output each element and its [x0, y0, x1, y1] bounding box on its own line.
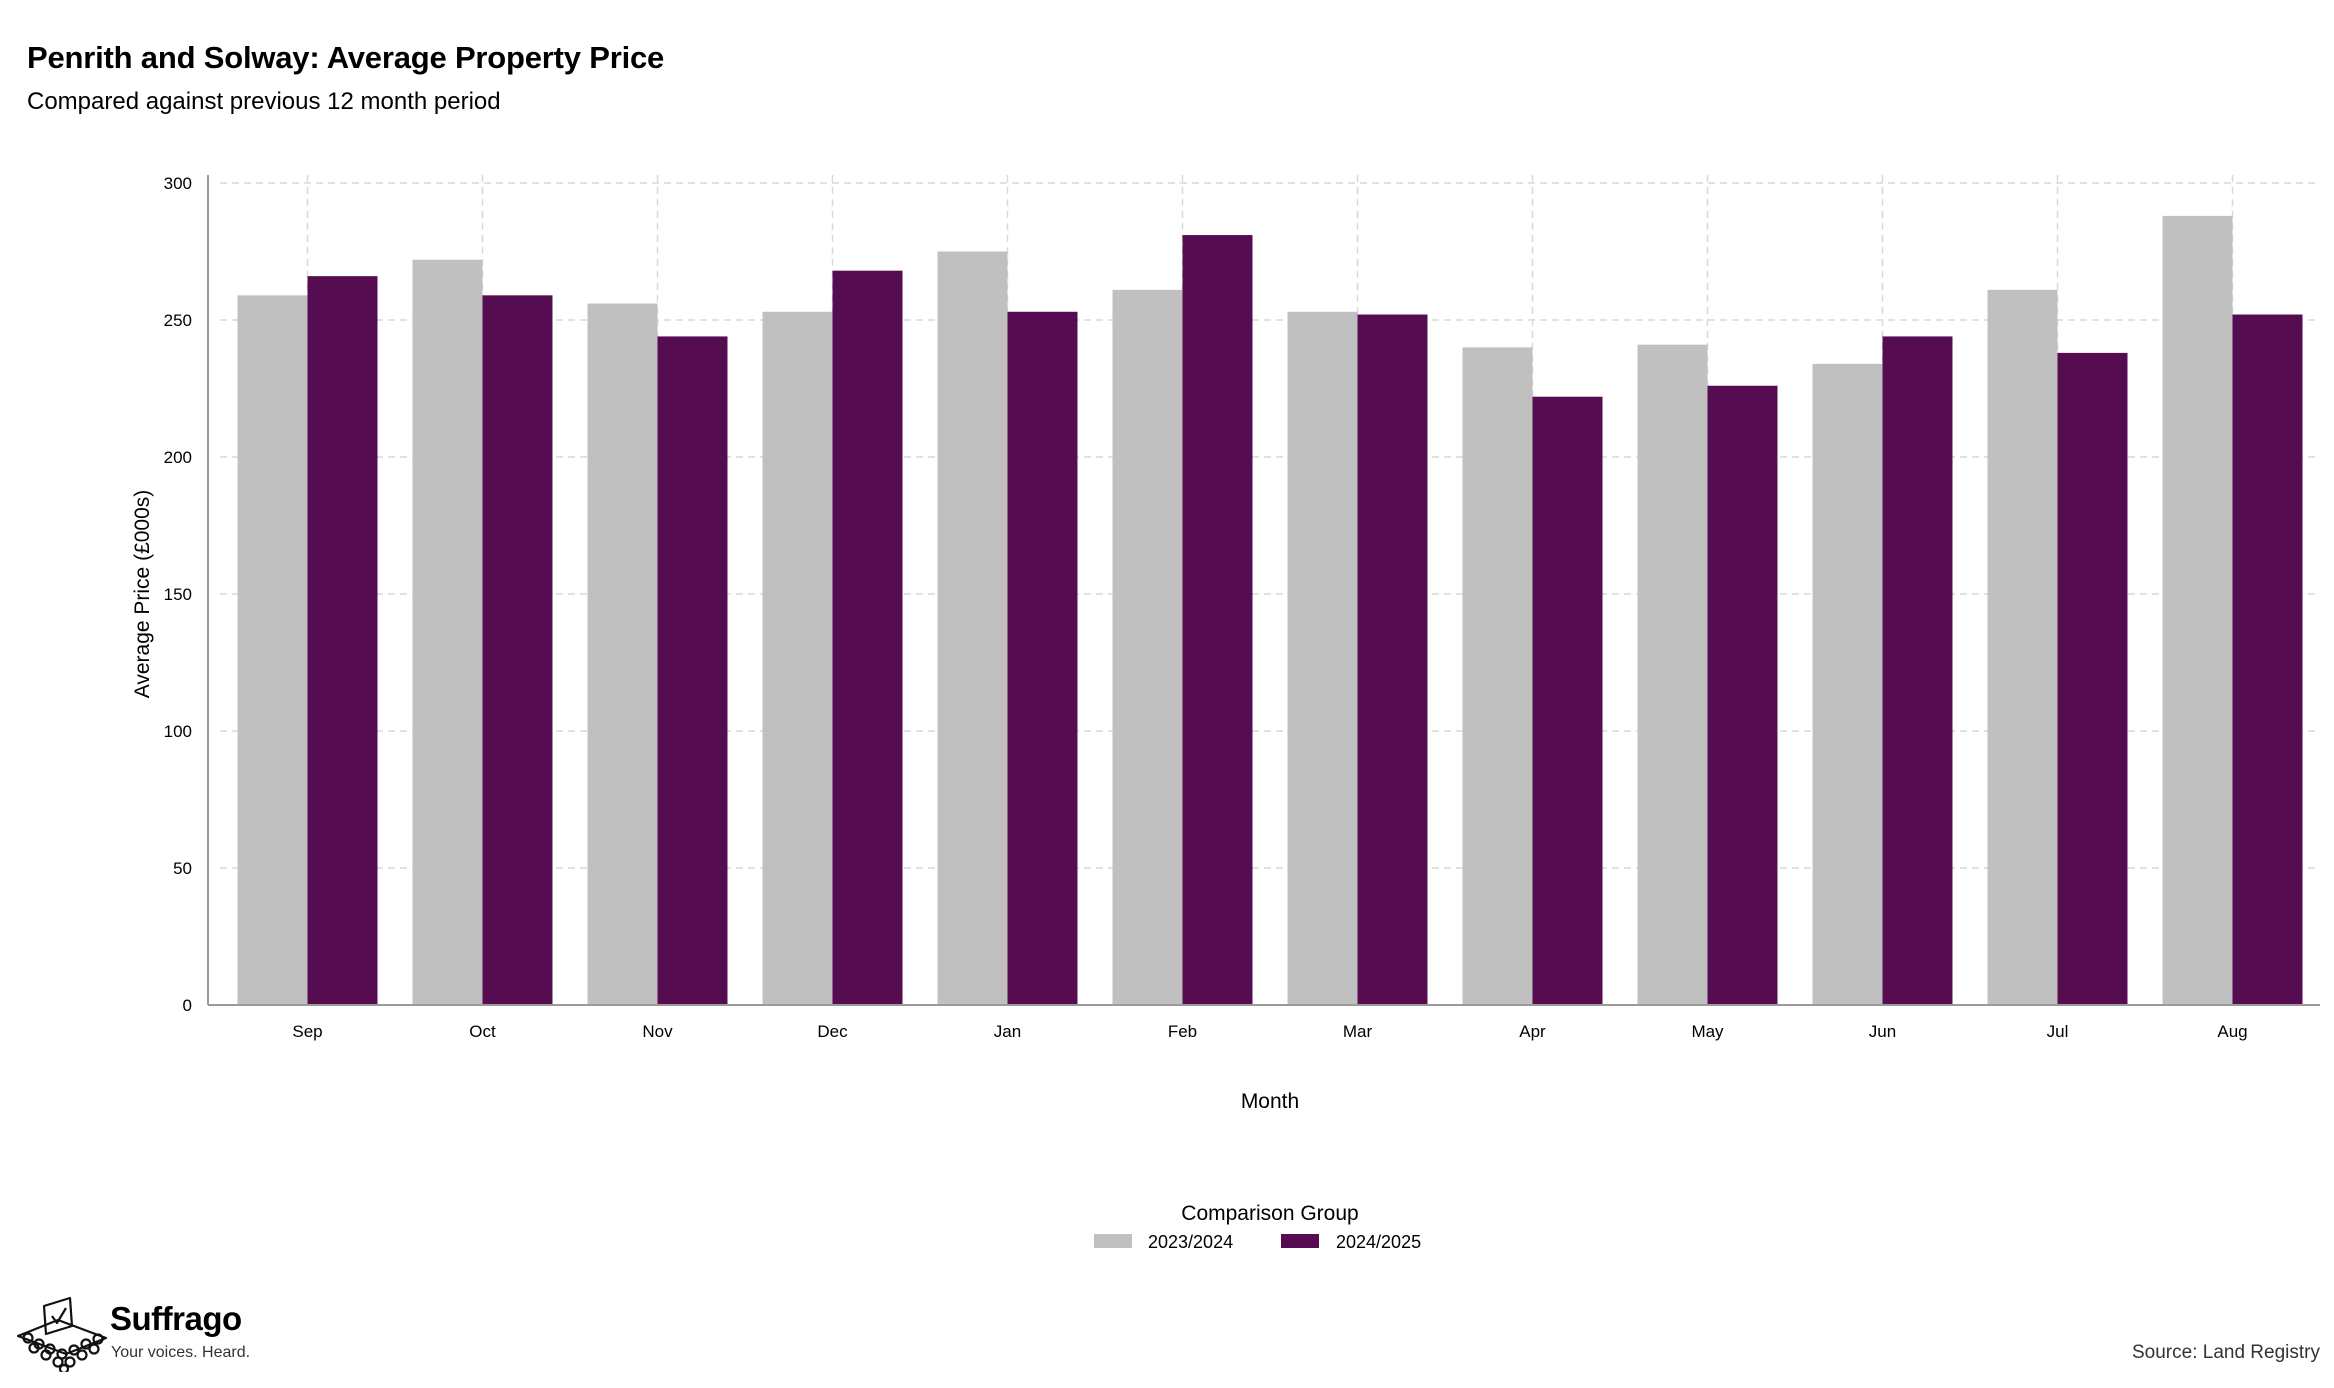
x-tick-label: Feb	[1168, 1022, 1197, 1041]
x-tick-label: Apr	[1519, 1022, 1546, 1041]
source-note: Source: Land Registry	[2132, 1342, 2320, 1363]
legend-label: 2023/2024	[1148, 1232, 1233, 1252]
x-tick-label: May	[1691, 1022, 1724, 1041]
bar-2024-2025-feb	[1182, 235, 1253, 1005]
x-tick-label: Jun	[1869, 1022, 1896, 1041]
bar-2024-2025-jul	[2057, 352, 2128, 1005]
y-axis-title: Average Price (£000s)	[131, 490, 154, 699]
x-tick-label: Oct	[469, 1022, 496, 1041]
x-tick-label: Jul	[2047, 1022, 2069, 1041]
bar-2024-2025-apr	[1532, 396, 1603, 1006]
x-tick-label: Sep	[292, 1022, 322, 1041]
bar-2024-2025-jan	[1007, 311, 1078, 1005]
bar-2024-2025-nov	[657, 336, 728, 1005]
bar-2023-2024-dec	[762, 311, 833, 1005]
legend-swatch	[1281, 1234, 1319, 1248]
bar-2023-2024-sep	[237, 295, 308, 1006]
legend: Comparison Group 2023/2024 2024/2025	[1094, 1202, 1421, 1252]
y-tick-label: 250	[164, 311, 192, 330]
bar-2023-2024-mar	[1287, 311, 1358, 1005]
brand-name: Suffrago	[110, 1300, 242, 1337]
bar-2023-2024-oct	[412, 259, 483, 1006]
bar-2023-2024-apr	[1462, 347, 1533, 1005]
bar-2023-2024-jun	[1812, 363, 1883, 1006]
bar-2023-2024-jul	[1987, 289, 2058, 1005]
bar-2024-2025-mar	[1357, 314, 1428, 1005]
y-tick-label: 50	[173, 859, 192, 878]
bar-2024-2025-sep	[307, 276, 378, 1005]
bar-2024-2025-aug	[2232, 314, 2303, 1005]
legend-swatch	[1094, 1234, 1132, 1248]
legend-title: Comparison Group	[1181, 1202, 1358, 1225]
y-tick-label: 150	[164, 585, 192, 604]
bar-2024-2025-may	[1707, 385, 1778, 1005]
y-tick-label: 300	[164, 174, 192, 193]
bar-2023-2024-aug	[2162, 215, 2233, 1005]
chart-title: Penrith and Solway: Average Property Pri…	[27, 40, 665, 75]
bar-2023-2024-jan	[937, 251, 1008, 1005]
x-tick-label: Dec	[817, 1022, 848, 1041]
bar-2024-2025-jun	[1882, 336, 1953, 1005]
brand-tagline: Your voices. Heard.	[111, 1344, 251, 1361]
bar-2023-2024-may	[1637, 344, 1708, 1005]
bar-2024-2025-oct	[482, 295, 553, 1006]
y-tick-label: 200	[164, 448, 192, 467]
suffrago-logo-icon	[16, 1296, 108, 1372]
y-tick-label: 0	[183, 996, 192, 1015]
x-axis-title: Month	[1241, 1090, 1299, 1113]
x-tick-label: Mar	[1343, 1022, 1373, 1041]
y-tick-label: 100	[164, 722, 192, 741]
chart-subtitle: Compared against previous 12 month perio…	[27, 88, 501, 115]
x-tick-label: Aug	[2217, 1022, 2247, 1041]
bar-2024-2025-dec	[832, 270, 903, 1005]
legend-label: 2024/2025	[1336, 1232, 1421, 1252]
bar-2023-2024-nov	[587, 303, 658, 1005]
bar-2023-2024-feb	[1112, 289, 1183, 1005]
x-tick-label: Jan	[994, 1022, 1021, 1041]
bars	[237, 215, 2303, 1006]
x-tick-label: Nov	[642, 1022, 673, 1041]
axes: 0 50 100 150 200 250 300 Sep Oct Nov Dec Jan Feb Mar A…	[131, 174, 2320, 1113]
